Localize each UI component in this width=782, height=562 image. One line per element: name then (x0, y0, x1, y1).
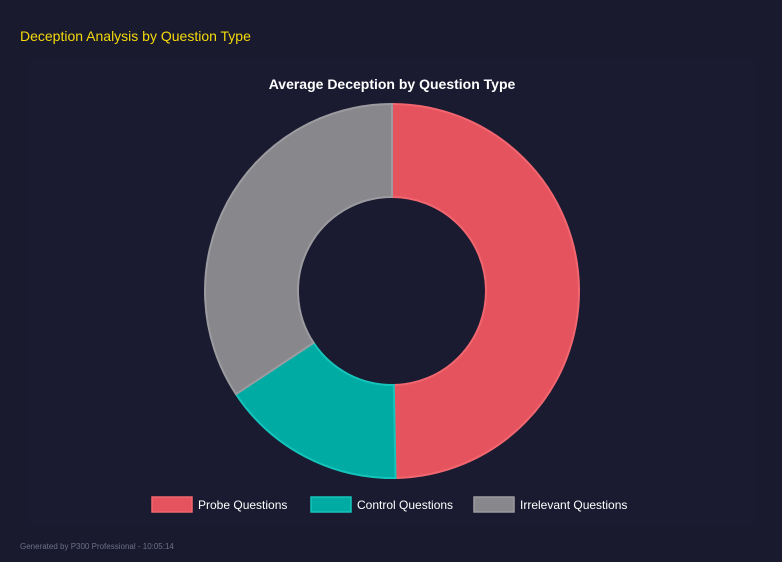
page-title: Deception Analysis by Question Type (20, 28, 251, 44)
slice-probe-questions[interactable] (391, 102, 581, 479)
slice-irrelevant-questions[interactable] (204, 102, 393, 396)
slice-control-questions[interactable] (234, 341, 397, 479)
legend-label[interactable]: Irrelevant Questions (520, 498, 627, 512)
legend-label[interactable]: Probe Questions (198, 498, 287, 512)
legend-label[interactable]: Control Questions (357, 498, 453, 512)
chart-title: Average Deception by Question Type (269, 76, 516, 92)
footer-text: Generated by P300 Professional - 10:05:1… (20, 542, 174, 551)
legend-swatch[interactable] (310, 496, 352, 513)
legend-swatch[interactable] (473, 496, 515, 513)
legend-swatch[interactable] (151, 496, 193, 513)
